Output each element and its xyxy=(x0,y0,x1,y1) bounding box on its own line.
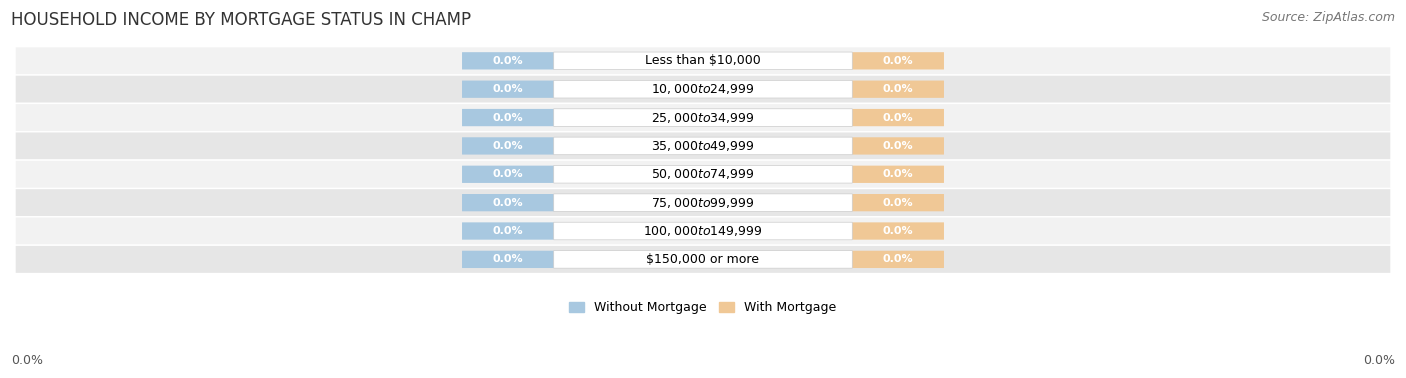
Text: 0.0%: 0.0% xyxy=(883,198,914,208)
FancyBboxPatch shape xyxy=(463,52,554,70)
FancyBboxPatch shape xyxy=(463,251,554,268)
FancyBboxPatch shape xyxy=(15,217,1391,245)
Text: 0.0%: 0.0% xyxy=(492,226,523,236)
FancyBboxPatch shape xyxy=(852,109,943,126)
Text: $35,000 to $49,999: $35,000 to $49,999 xyxy=(651,139,755,153)
FancyBboxPatch shape xyxy=(852,166,943,183)
Text: 0.0%: 0.0% xyxy=(492,84,523,94)
Text: HOUSEHOLD INCOME BY MORTGAGE STATUS IN CHAMP: HOUSEHOLD INCOME BY MORTGAGE STATUS IN C… xyxy=(11,11,471,29)
Text: $75,000 to $99,999: $75,000 to $99,999 xyxy=(651,196,755,210)
FancyBboxPatch shape xyxy=(463,194,554,211)
FancyBboxPatch shape xyxy=(554,194,852,211)
FancyBboxPatch shape xyxy=(463,222,554,240)
Text: 0.0%: 0.0% xyxy=(883,226,914,236)
FancyBboxPatch shape xyxy=(463,109,554,126)
FancyBboxPatch shape xyxy=(852,81,943,98)
Text: $10,000 to $24,999: $10,000 to $24,999 xyxy=(651,82,755,96)
Text: 0.0%: 0.0% xyxy=(1362,354,1395,367)
FancyBboxPatch shape xyxy=(554,52,852,70)
FancyBboxPatch shape xyxy=(852,194,943,211)
FancyBboxPatch shape xyxy=(554,222,852,240)
Text: $25,000 to $34,999: $25,000 to $34,999 xyxy=(651,110,755,125)
FancyBboxPatch shape xyxy=(15,189,1391,217)
FancyBboxPatch shape xyxy=(852,222,943,240)
Legend: Without Mortgage, With Mortgage: Without Mortgage, With Mortgage xyxy=(564,296,842,319)
FancyBboxPatch shape xyxy=(554,166,852,183)
FancyBboxPatch shape xyxy=(15,245,1391,274)
FancyBboxPatch shape xyxy=(15,132,1391,160)
Text: 0.0%: 0.0% xyxy=(492,254,523,264)
FancyBboxPatch shape xyxy=(15,75,1391,104)
FancyBboxPatch shape xyxy=(852,137,943,155)
Text: $150,000 or more: $150,000 or more xyxy=(647,253,759,266)
FancyBboxPatch shape xyxy=(463,137,554,155)
Text: 0.0%: 0.0% xyxy=(492,198,523,208)
Text: 0.0%: 0.0% xyxy=(883,141,914,151)
FancyBboxPatch shape xyxy=(463,81,554,98)
Text: 0.0%: 0.0% xyxy=(883,169,914,179)
FancyBboxPatch shape xyxy=(554,109,852,126)
Text: $50,000 to $74,999: $50,000 to $74,999 xyxy=(651,167,755,181)
Text: 0.0%: 0.0% xyxy=(883,113,914,122)
Text: 0.0%: 0.0% xyxy=(11,354,44,367)
Text: 0.0%: 0.0% xyxy=(492,169,523,179)
Text: 0.0%: 0.0% xyxy=(883,84,914,94)
FancyBboxPatch shape xyxy=(463,166,554,183)
Text: 0.0%: 0.0% xyxy=(883,56,914,66)
Text: Less than $10,000: Less than $10,000 xyxy=(645,54,761,67)
Text: $100,000 to $149,999: $100,000 to $149,999 xyxy=(644,224,762,238)
Text: 0.0%: 0.0% xyxy=(883,254,914,264)
Text: 0.0%: 0.0% xyxy=(492,56,523,66)
Text: Source: ZipAtlas.com: Source: ZipAtlas.com xyxy=(1261,11,1395,24)
Text: 0.0%: 0.0% xyxy=(492,113,523,122)
FancyBboxPatch shape xyxy=(852,52,943,70)
FancyBboxPatch shape xyxy=(15,104,1391,132)
FancyBboxPatch shape xyxy=(554,137,852,155)
FancyBboxPatch shape xyxy=(15,46,1391,75)
Text: 0.0%: 0.0% xyxy=(492,141,523,151)
FancyBboxPatch shape xyxy=(852,251,943,268)
FancyBboxPatch shape xyxy=(554,251,852,268)
FancyBboxPatch shape xyxy=(15,160,1391,189)
FancyBboxPatch shape xyxy=(554,81,852,98)
